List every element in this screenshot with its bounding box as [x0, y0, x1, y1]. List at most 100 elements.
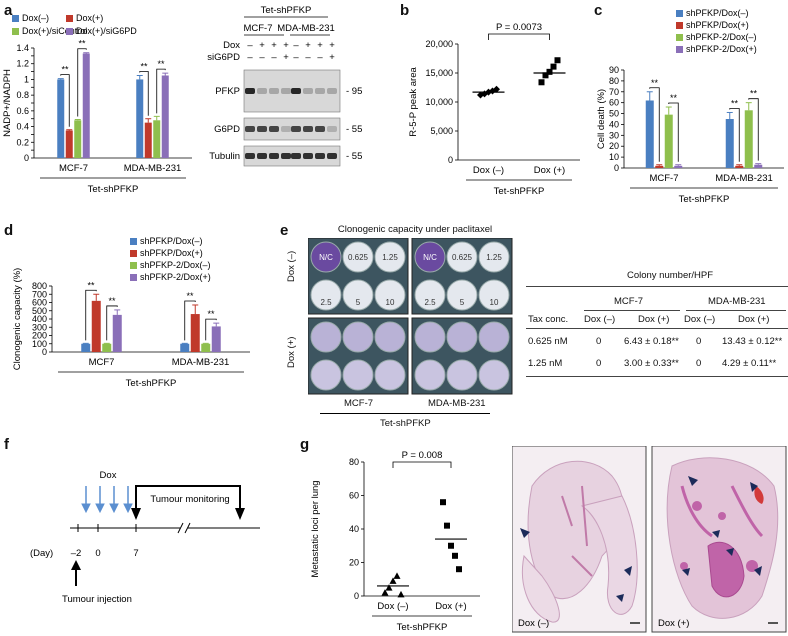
chart-a: Dox(–) Dox(+) Dox(+)/siControlDox(+)/siG6P… [2, 13, 192, 195]
colony-r0c3: 0 [696, 336, 702, 347]
c-sig-label: ** [750, 89, 758, 99]
plate-well-label: 10 [490, 298, 499, 307]
b-category-label: Dox (–) [473, 165, 504, 176]
g-point [389, 577, 397, 584]
d-legend-swatch-3 [130, 274, 137, 281]
plate-well [446, 321, 478, 353]
western-cell-2: MDA-MB-231 [277, 23, 335, 34]
c-legend-label-2: shPFKP-2/Dox(–) [686, 32, 757, 42]
plate-well [446, 241, 478, 273]
western-size-label: - 55 [346, 124, 362, 135]
d-bar [211, 326, 221, 352]
a-ytick-label: 1.4 [16, 43, 29, 53]
c-sig-label: ** [651, 78, 659, 88]
d-bar [180, 343, 190, 352]
d-bar [81, 343, 91, 352]
a-ytick-label: 0 [24, 153, 29, 163]
c-ytick-label: 0 [614, 163, 619, 173]
timeline-tick-1: –2 [71, 548, 82, 559]
d-group-label: Tet-shPFKP [126, 378, 177, 389]
c-bar [725, 119, 734, 168]
western-mark: – [259, 52, 265, 63]
panel-label-g: g [300, 436, 310, 453]
histology-right-label: Dox (+) [658, 618, 689, 629]
d-ylabel: Clonogenic capacity (%) [12, 268, 23, 370]
western-band [303, 153, 313, 159]
western-band [315, 88, 325, 94]
d-bar [201, 343, 211, 352]
d-ytick-label: 500 [32, 306, 47, 316]
western-band [291, 153, 301, 159]
plate-well [342, 321, 374, 353]
plate-well [342, 359, 374, 391]
a-legend-swatch-3 [66, 28, 73, 35]
colony-r0c1: 0 [596, 336, 602, 347]
plate-well [310, 359, 342, 391]
plate-well-label: 1.25 [382, 253, 398, 262]
g-point [393, 572, 401, 579]
plate-well [342, 279, 374, 311]
a-bar [74, 120, 82, 158]
c-bar [674, 165, 683, 168]
a-sig-label: ** [140, 62, 148, 72]
plate-well [374, 241, 406, 273]
c-ytick-label: 40 [609, 119, 619, 129]
western-size-label: - 55 [346, 151, 362, 162]
plate-well [310, 321, 342, 353]
plate-well-label: N/C [319, 253, 333, 262]
plate-well-label: 0.625 [348, 253, 369, 262]
a-sig-bracket [77, 48, 87, 117]
western-mark: – [293, 40, 299, 51]
b-ytick-label: 10,000 [425, 97, 453, 107]
a-sig-label: ** [157, 59, 165, 69]
g-pvalue-bracket [392, 461, 452, 468]
row-label-dox-minus: Dox (–) [286, 250, 297, 282]
d-ytick-label: 400 [32, 314, 47, 324]
g-ytick-label: 0 [354, 591, 359, 601]
a-legend-label-0: Dox(–) [22, 13, 49, 23]
plate-well-label: 2.5 [424, 298, 436, 307]
western-cell-1: MCF-7 [243, 23, 272, 34]
d-sig-bracket [205, 318, 217, 341]
western-mark: + [271, 40, 277, 51]
d-bar [102, 343, 112, 352]
table-rule-top [526, 286, 788, 287]
colony-r0c2: 6.43 ± 0.18** [624, 336, 679, 347]
c-bar [754, 164, 763, 168]
b-ytick-label: 5,000 [430, 126, 453, 136]
c-legend-label-0: shPFKP/Dox(–) [686, 8, 749, 18]
c-ytick-label: 10 [609, 152, 619, 162]
western-band [245, 88, 255, 94]
a-sig-label: ** [78, 39, 86, 49]
a-bar [136, 79, 144, 158]
a-bar [153, 120, 161, 158]
b-ytick-label: 15,000 [425, 68, 453, 78]
western-mark: – [293, 52, 299, 63]
c-sig-bracket [729, 108, 740, 162]
western-band [303, 88, 313, 94]
d-sig-label: ** [108, 296, 116, 306]
c-sig-bracket [668, 102, 679, 162]
c-legend-swatch-1 [676, 22, 683, 29]
histology-left-label: Dox (–) [518, 618, 549, 629]
g-point [452, 552, 458, 559]
a-sig-label: ** [61, 65, 69, 75]
c-category-label: MCF-7 [649, 173, 678, 184]
d-sig-label: ** [207, 309, 215, 319]
c-sig-bracket [649, 87, 660, 162]
g-pvalue: P = 0.008 [402, 450, 443, 461]
plate-well [414, 321, 446, 353]
d-legend-label-2: shPFKP-2/Dox(–) [140, 260, 211, 270]
a-bar [144, 122, 152, 158]
histology: Dox (–) Dox (+) [512, 446, 787, 633]
g-point [381, 589, 389, 596]
timeline-tick-2: 0 [95, 548, 100, 559]
d-category-label: MDA-MB-231 [172, 357, 230, 368]
d-legend-label-3: shPFKP-2/Dox(+) [140, 272, 211, 282]
c-group-label: Tet-shPFKP [679, 194, 730, 205]
c-bar [664, 114, 673, 168]
plate-group-label: Tet-shPFKP [380, 418, 431, 429]
b-pvalue-bracket [488, 33, 550, 40]
b-category-label: Dox (+) [534, 165, 565, 176]
b-point [554, 57, 561, 64]
